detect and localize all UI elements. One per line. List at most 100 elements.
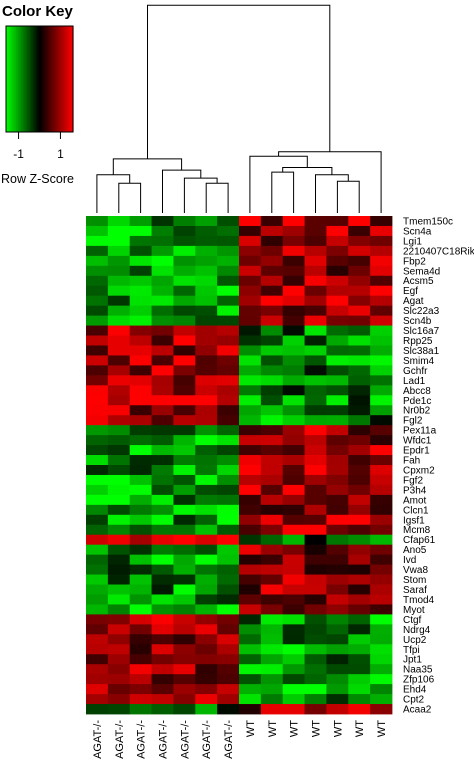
heatmap-cell	[173, 544, 196, 556]
heatmap-cell	[129, 674, 152, 685]
heatmap-cell	[173, 216, 196, 227]
heatmap-cell	[348, 684, 371, 695]
heatmap-cell	[370, 455, 393, 466]
heatmap-cell	[239, 405, 262, 416]
heatmap-cell	[370, 514, 393, 526]
heatmap-cell	[370, 225, 393, 237]
heatmap-cell	[173, 445, 196, 456]
heatmap-cell	[217, 684, 240, 695]
heatmap-cell	[304, 614, 327, 625]
heatmap-cells	[86, 216, 393, 715]
heatmap-cell	[260, 455, 284, 466]
heatmap-cell	[370, 465, 393, 476]
heatmap-cell	[260, 654, 284, 665]
heatmap-cell	[217, 295, 240, 307]
row-label: Mcm8	[403, 525, 431, 536]
heatmap-cell	[151, 425, 174, 436]
column-label: AGAT-/-	[179, 720, 191, 759]
heatmap-cell	[239, 604, 262, 615]
row-label: Clcn1	[403, 505, 429, 516]
heatmap-cell	[239, 484, 262, 496]
heatmap-cell	[370, 375, 393, 386]
heatmap-cell	[195, 245, 218, 257]
heatmap-cell	[195, 275, 218, 287]
heatmap-cell	[304, 325, 327, 336]
color-key-swatch	[9, 26, 12, 132]
heatmap-cell	[173, 564, 196, 575]
heatmap-cell	[107, 684, 131, 695]
heatmap-cell	[195, 694, 218, 705]
heatmap-cell	[348, 484, 371, 496]
heatmap-cell	[151, 335, 174, 346]
heatmap-cell	[370, 405, 393, 416]
heatmap-cell	[326, 265, 349, 277]
heatmap-cell	[129, 474, 152, 486]
row-label: Smim4	[403, 356, 435, 367]
heatmap-cell	[173, 604, 196, 615]
heatmap-cell	[239, 385, 262, 396]
row-label: Stom	[403, 575, 426, 586]
heatmap-cell	[195, 564, 218, 575]
color-key-swatch	[37, 26, 41, 132]
heatmap-cell	[217, 504, 240, 516]
heatmap-cell	[304, 295, 327, 307]
heatmap-cell	[304, 365, 327, 376]
heatmap-cell	[326, 275, 349, 287]
row-label: Amot	[403, 495, 427, 506]
column-label: AGAT-/-	[201, 720, 213, 759]
heatmap-cell	[217, 694, 240, 705]
heatmap-cell	[173, 684, 196, 695]
heatmap-cell	[129, 335, 152, 346]
heatmap-cell	[260, 634, 284, 645]
heatmap-cell	[173, 494, 196, 506]
row-label: Abcc8	[403, 386, 431, 397]
heatmap-cell	[304, 504, 327, 516]
heatmap-cell	[282, 634, 305, 645]
heatmap-cell	[195, 325, 218, 336]
heatmap-cell	[173, 275, 196, 287]
heatmap-cell	[370, 654, 393, 665]
heatmap-cell	[260, 584, 284, 595]
heatmap-cell	[239, 425, 262, 436]
heatmap-cell	[195, 315, 218, 326]
heatmap-cell	[282, 654, 305, 665]
heatmap-cell	[348, 305, 371, 316]
heatmap-cell	[195, 594, 218, 605]
heatmap-cell	[173, 694, 196, 705]
heatmap-cell	[326, 544, 349, 556]
heatmap-cell	[129, 465, 152, 476]
heatmap-cell	[304, 465, 327, 476]
heatmap-cell	[217, 524, 240, 536]
heatmap-cell	[282, 694, 305, 705]
color-key-swatch	[71, 26, 74, 132]
heatmap-cell	[195, 704, 218, 715]
heatmap-cell	[260, 285, 284, 297]
dendrogram-branch	[147, 4, 331, 159]
heatmap-cell	[217, 534, 240, 546]
heatmap-cell	[282, 216, 305, 227]
heatmap-cell	[239, 524, 262, 536]
heatmap-cell	[86, 494, 109, 506]
heatmap-cell	[195, 544, 218, 556]
heatmap-cell	[370, 474, 393, 486]
color-key-swatch	[66, 26, 69, 132]
heatmap-cell	[107, 584, 131, 595]
heatmap-cell	[173, 574, 196, 585]
heatmap-cell	[151, 315, 174, 326]
dendrogram-branch	[336, 180, 360, 213]
heatmap-cell	[304, 385, 327, 396]
heatmap-cell	[129, 524, 152, 536]
heatmap-cell	[260, 275, 284, 287]
heatmap-cell	[239, 315, 262, 326]
heatmap-cell	[195, 554, 218, 565]
heatmap-cell	[107, 674, 131, 685]
heatmap-cell	[151, 365, 174, 376]
heatmap-cell	[282, 504, 305, 516]
heatmap-cell	[129, 704, 152, 715]
heatmap-cell	[370, 355, 393, 366]
heatmap-cell	[86, 225, 109, 237]
heatmap-cell	[370, 534, 393, 546]
heatmap-cell	[239, 435, 262, 446]
heatmap-cell	[304, 405, 327, 416]
